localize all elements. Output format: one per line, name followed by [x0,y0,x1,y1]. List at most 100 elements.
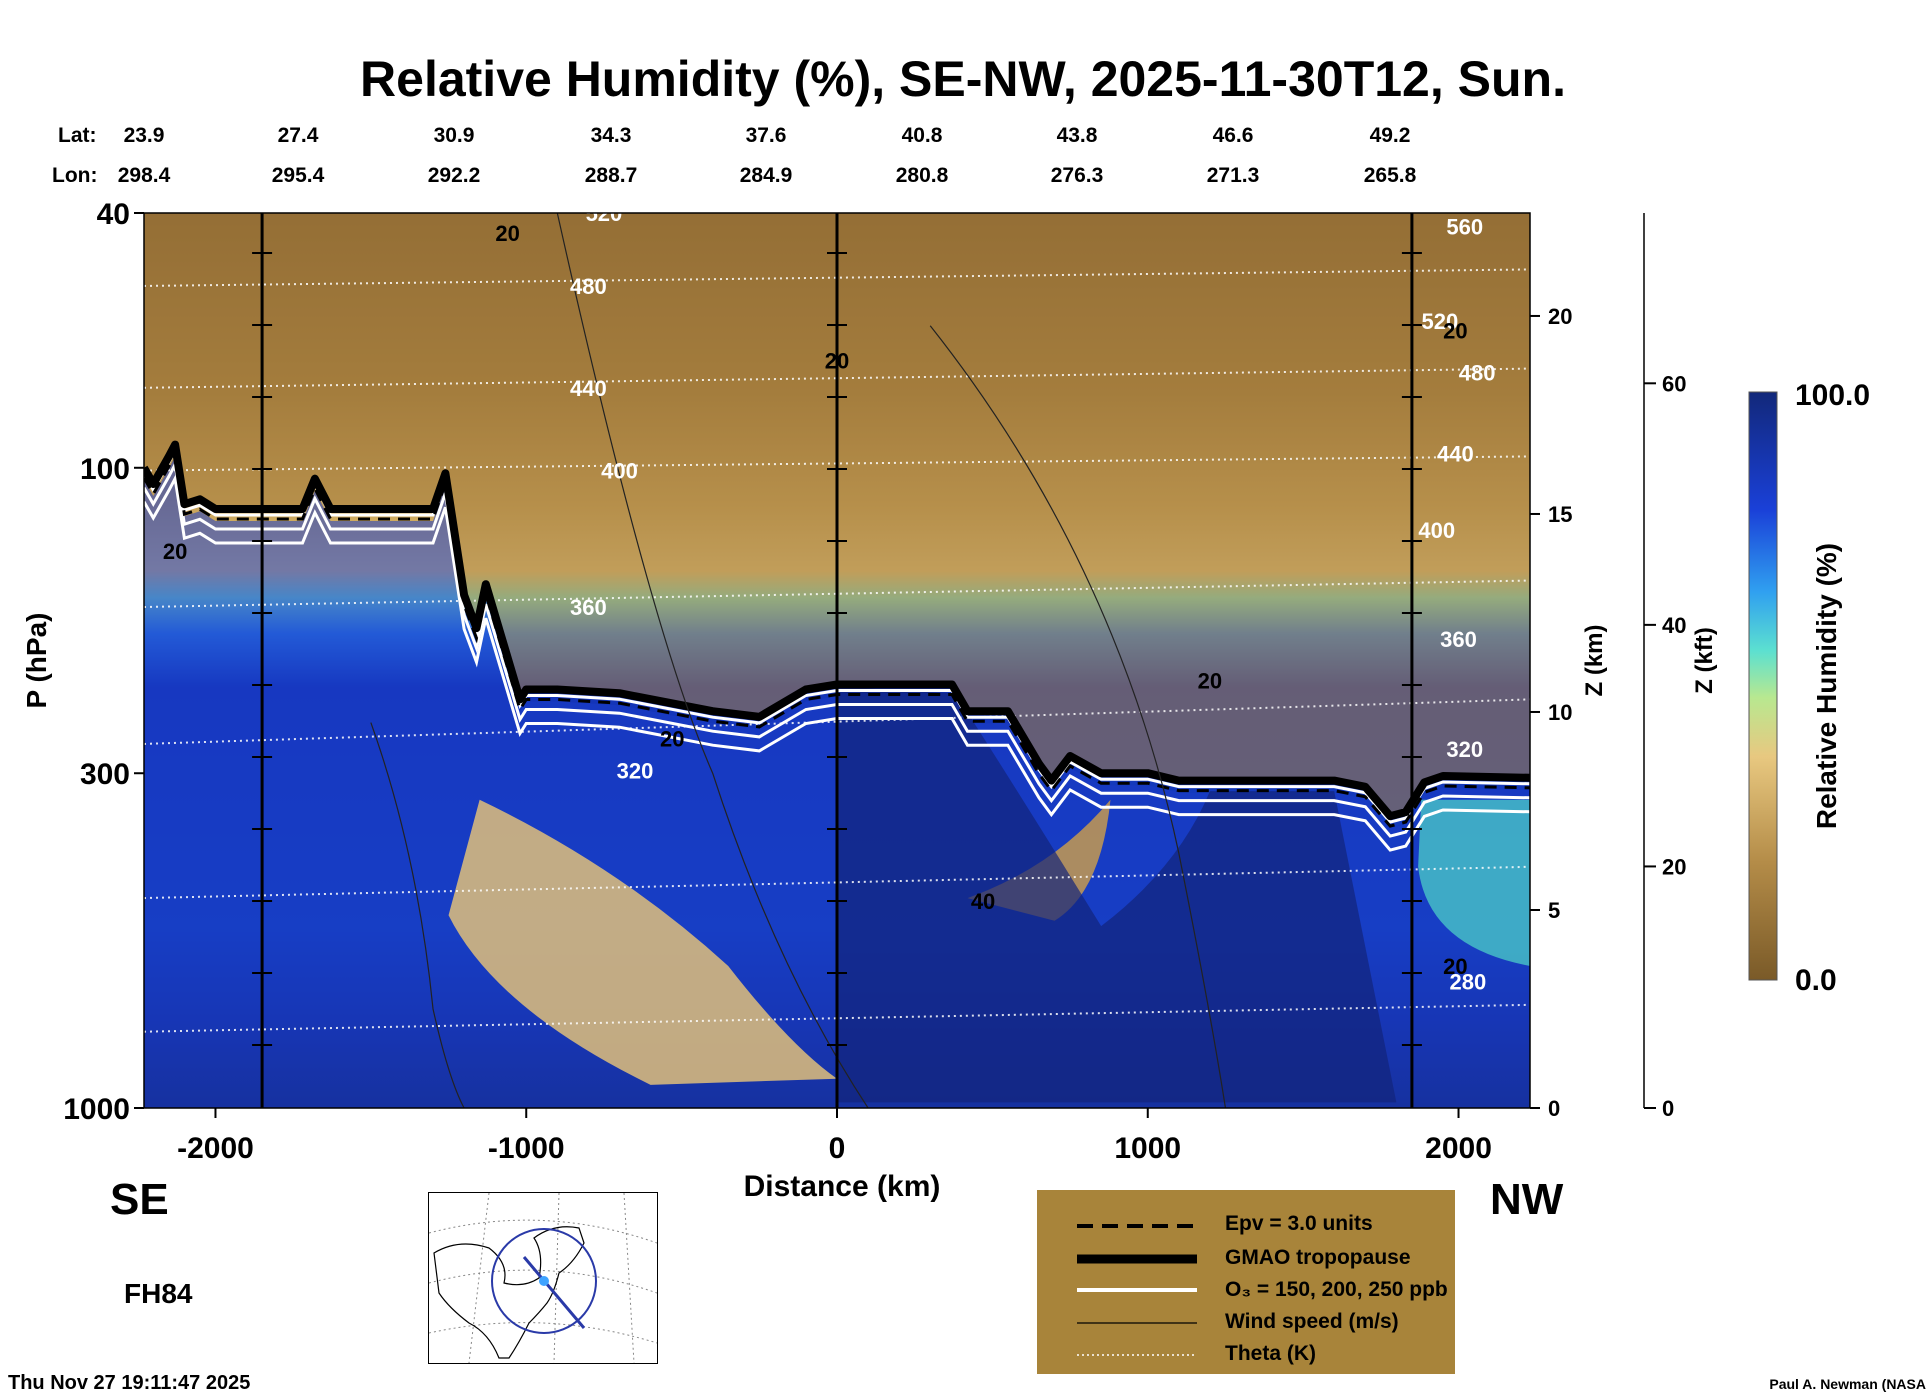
wind-speed-contour [370,722,465,1108]
z-km-tick-label: 10 [1548,700,1572,725]
theta-label: 360 [1440,627,1477,652]
lon-value: 295.4 [271,164,325,187]
epv-contour-line [144,449,1530,828]
lat-value: 43.8 [1056,124,1098,147]
legend-label-epv: Epv = 3.0 units [1225,1212,1373,1235]
wind-speed-contour [929,325,1227,1108]
z-km-tick-label: 0 [1548,1096,1560,1121]
lon-value: 284.9 [739,164,793,187]
z-km-axis-label: Z (km) [1581,625,1608,697]
minimap-range-circle [491,1228,597,1334]
x-tick-label: -1000 [488,1132,565,1165]
p-tick-label: 300 [80,758,130,791]
x-tick-label: 1000 [1114,1132,1181,1165]
legend-item-tropopause: GMAO tropopause [1037,1242,1455,1276]
wind-speed-label: 20 [1443,954,1467,979]
chart-title: Relative Humidity (%), SE-NW, 2025-11-30… [360,51,1566,107]
legend-label-theta: Theta (K) [1225,1342,1316,1365]
p-tick-label: 100 [80,453,130,486]
wind-speed-label: 20 [163,539,187,564]
lat-label: Lat: [58,124,97,147]
wind-speed-label: 20 [1198,669,1222,694]
lon-value: 271.3 [1206,164,1260,187]
z-kft-tick-label: 20 [1662,854,1686,879]
theta-label: 400 [601,459,638,484]
x-tick-label: 2000 [1425,1132,1492,1165]
direction-nw-label: NW [1490,1175,1564,1224]
minimap-graphic [428,1192,658,1364]
ozone-contour-line [144,459,1530,838]
p-tick-label: 40 [97,198,130,231]
tropopause-line [144,440,1530,821]
legend-label-ozone: O₃ = 150, 200, 250 ppb [1225,1278,1448,1301]
lat-value: 40.8 [901,124,943,147]
theta-label: 280 [1449,970,1486,995]
ozone-contour-line [144,473,1530,852]
wind-speed-label: 20 [660,727,684,752]
dry-intrusion-region [448,799,837,1085]
lon-value: 292.2 [427,164,481,187]
lat-value: 23.9 [123,124,165,147]
minimap-center-marker [539,1276,549,1286]
theta-label: 520 [1422,309,1459,334]
saturated-core-region [837,687,1397,1103]
lat-value: 46.6 [1212,124,1254,147]
wind-speed-label: 20 [495,221,519,246]
ozone-contour-line [144,445,1530,824]
cloud-edge-region [1418,799,1530,966]
direction-se-label: SE [110,1175,169,1224]
theta-label: 440 [1437,442,1474,467]
x-tick-label: 0 [829,1132,846,1165]
legend: Epv = 3.0 units GMAO tropopause O₃ = 150… [1037,1190,1455,1374]
minimap-coastline [433,1226,585,1359]
wind-speed-label: 20 [1443,318,1467,343]
lat-value: 27.4 [277,124,319,147]
wind-speed-contour [556,213,869,1108]
legend-item-wind: Wind speed (m/s) [1037,1306,1455,1340]
lat-value: 30.9 [433,124,475,147]
theta-label: 320 [617,758,654,783]
run-timestamp: Thu Nov 27 19:11:47 2025 [8,1372,251,1394]
x-tick-label: -2000 [177,1132,254,1165]
legend-item-epv: Epv = 3.0 units [1037,1208,1455,1242]
y-axis-label: P (hPa) [21,613,52,709]
z-kft-axis-label: Z (kft) [1691,627,1718,694]
lon-value: 298.4 [117,164,171,187]
lon-value: 276.3 [1050,164,1104,187]
p-tick-label: 1000 [63,1093,130,1126]
x-axis-label: Distance (km) [744,1170,941,1203]
theta-label: 400 [1418,518,1455,543]
z-km-tick-label: 20 [1548,304,1572,329]
location-minimap [428,1192,658,1364]
z-km-tick-label: 5 [1548,898,1560,923]
theta-label: 360 [570,595,607,620]
minimap-section-line [522,1256,586,1329]
author-credit: Paul A. Newman (NASA [1769,1376,1926,1392]
lon-label: Lon: [52,164,98,187]
forecast-hour-label: FH84 [124,1278,193,1309]
z-km-tick-label: 15 [1548,502,1572,527]
theta-label: 480 [570,274,607,299]
lon-value: 265.8 [1363,164,1417,187]
colorbar [1748,391,1778,981]
lat-value: 34.3 [590,124,632,147]
lon-value: 280.8 [895,164,949,187]
theta-label: 560 [1446,215,1483,240]
lon-value: 288.7 [584,164,638,187]
colorbar-min-label: 0.0 [1795,964,1837,997]
z-kft-tick-label: 40 [1662,613,1686,638]
legend-item-theta: Theta (K) [1037,1338,1455,1372]
z-kft-tick-label: 0 [1662,1096,1674,1121]
wind-speed-label: 40 [971,889,995,914]
legend-label-tropopause: GMAO tropopause [1225,1246,1411,1269]
z-kft-tick-label: 60 [1662,371,1686,396]
theta-label: 440 [570,376,607,401]
colorbar-label: Relative Humidity (%) [1811,543,1842,829]
theta-label: 320 [1446,737,1483,762]
lat-value: 37.6 [745,124,787,147]
lat-value: 49.2 [1369,124,1411,147]
theta-label: 480 [1459,361,1496,386]
legend-label-wind: Wind speed (m/s) [1225,1310,1399,1333]
legend-item-ozone: O₃ = 150, 200, 250 ppb [1037,1274,1455,1308]
